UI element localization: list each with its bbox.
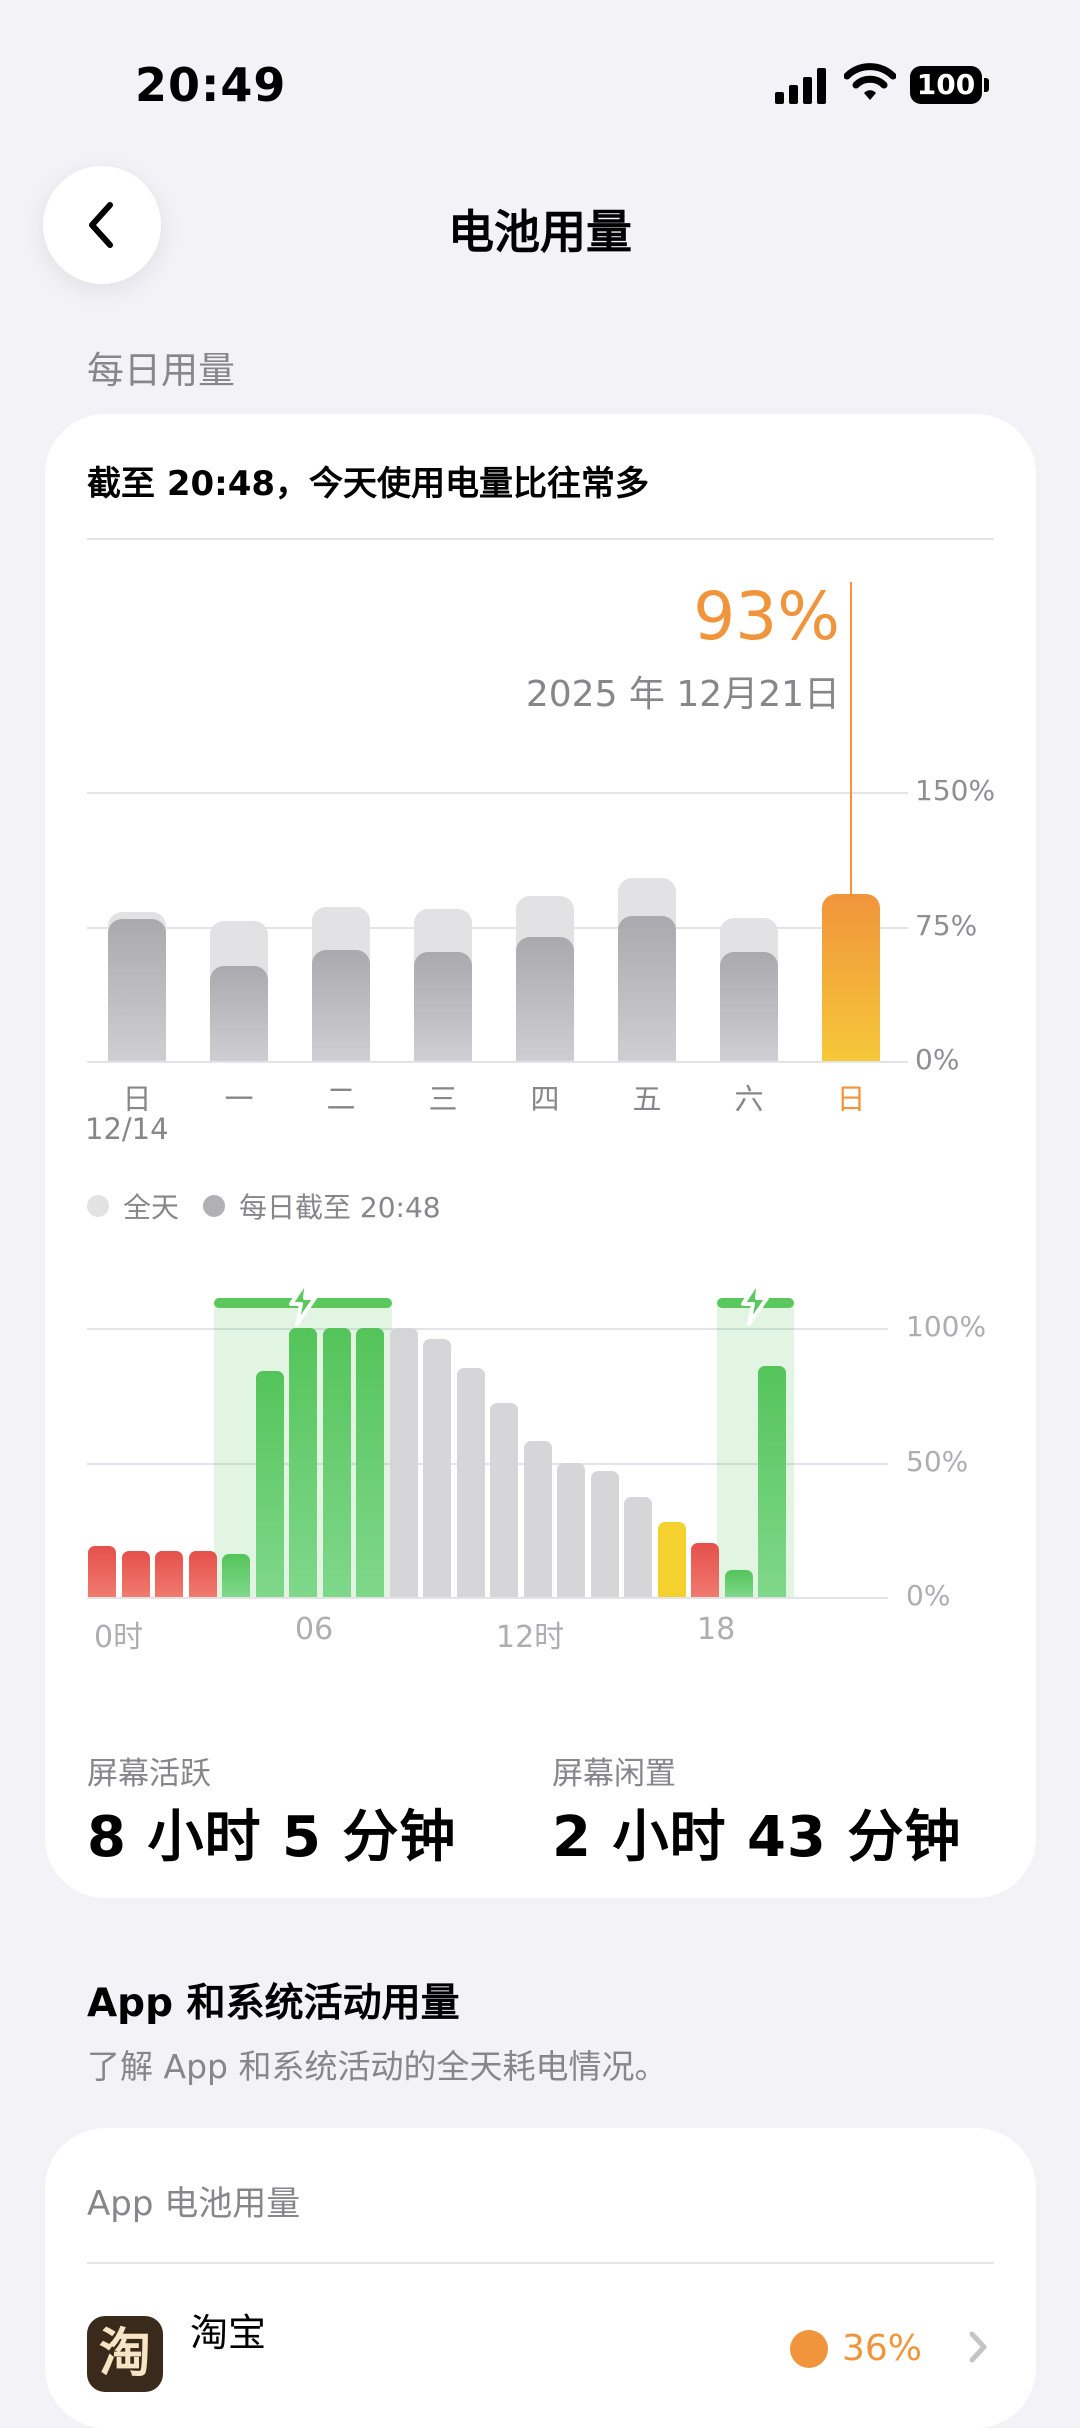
screen-active-value: 8 小时 5 分钟 [87, 1805, 457, 1870]
divider [87, 2262, 994, 2264]
bar-until-now [108, 919, 166, 1061]
chevron-left-icon [89, 202, 113, 248]
cellular-signal-icon [775, 68, 826, 104]
app-percent: 36% [842, 2328, 923, 2369]
y-tick-label: 50% [906, 1444, 969, 1478]
hour-bar [423, 1338, 451, 1597]
app-name: 淘宝 [190, 2311, 267, 2355]
hour-bar [624, 1497, 652, 1597]
gridline [87, 926, 908, 929]
screen-active-label: 屏幕活跃 [87, 1756, 211, 1792]
bar-until-now [414, 951, 472, 1061]
daily-usage-card [45, 414, 1036, 1898]
hour-bar [322, 1328, 351, 1597]
taobao-app-icon: 淘 [87, 2316, 163, 2392]
screen-idle-label: 屏幕闲置 [552, 1756, 676, 1792]
bar-until-now [210, 965, 268, 1061]
day-label: 一 [224, 1082, 254, 1116]
apps-section-subtitle: 了解 App 和系统活动的全天耗电情况。 [87, 2047, 668, 2086]
selected-day-percent: 93% [693, 578, 840, 655]
bar-until-now [312, 949, 370, 1061]
gridline [87, 1597, 888, 1599]
y-tick-label: 0% [906, 1579, 951, 1612]
y-tick-label: 150% [915, 774, 996, 807]
battery-indicator: 100 [910, 66, 982, 104]
hour-bar [456, 1368, 485, 1597]
charging-bolt-icon [289, 1278, 317, 1326]
day-label: 六 [734, 1082, 764, 1116]
app-usage-card-title: App 电池用量 [87, 2184, 301, 2224]
apps-section-title: App 和系统活动用量 [87, 1981, 460, 2026]
legend-label-all-day: 全天 [123, 1191, 180, 1224]
screen-idle-value: 2 小时 43 分钟 [552, 1805, 962, 1870]
day-label: 五 [632, 1082, 662, 1116]
gridline [87, 1328, 888, 1330]
day-label: 日 [836, 1082, 866, 1116]
hour-bar [222, 1553, 250, 1597]
gridline [87, 1462, 888, 1465]
wifi-icon [844, 63, 896, 100]
hour-tick-label: 0时 [94, 1620, 144, 1655]
day-label: 日 [122, 1082, 152, 1116]
charging-bolt-icon [741, 1278, 770, 1326]
hour-bar [289, 1328, 317, 1597]
hour-bar [657, 1521, 686, 1597]
hour-tick-label: 18 [697, 1612, 736, 1647]
battery-tip [984, 78, 989, 92]
hour-bar [389, 1328, 418, 1597]
hour-bar [255, 1371, 284, 1597]
back-button[interactable] [43, 166, 161, 284]
bar-today [822, 894, 880, 1061]
day-label: 四 [530, 1082, 560, 1116]
status-time: 20:49 [135, 58, 287, 112]
chevron-right-icon [969, 2331, 987, 2363]
page-title: 电池用量 [448, 205, 632, 259]
bar-until-now [618, 915, 676, 1061]
selection-indicator-line [850, 582, 852, 895]
section-title-daily: 每日用量 [87, 349, 235, 392]
clock-badge-icon [790, 2329, 828, 2368]
hour-bar [590, 1470, 619, 1597]
chart-legend: 全天 每日截至 20:48 [87, 1186, 441, 1226]
legend-swatch-all-day [87, 1195, 109, 1217]
hour-bar [557, 1462, 585, 1597]
hour-bar [523, 1440, 552, 1597]
hour-tick-label: 06 [295, 1612, 334, 1647]
hour-bar [691, 1543, 719, 1597]
divider [87, 538, 994, 540]
hour-tick-label: 12时 [496, 1620, 565, 1655]
bar-until-now [516, 937, 574, 1061]
app-usage-card [45, 2128, 1036, 2428]
day-label: 二 [326, 1082, 356, 1116]
hour-bar [356, 1328, 384, 1597]
bar-until-now [720, 951, 778, 1061]
day-label: 三 [428, 1082, 458, 1116]
hour-bar [88, 1545, 116, 1597]
hour-bar [121, 1551, 150, 1597]
hour-bar [758, 1365, 786, 1597]
usage-summary: 截至 20:48，今天使用电量比往常多 [87, 464, 650, 504]
y-tick-label: 75% [915, 908, 978, 942]
hour-bar [724, 1570, 753, 1597]
y-tick-label: 0% [915, 1043, 960, 1076]
hour-bar [490, 1403, 518, 1597]
legend-swatch-until-now [203, 1195, 226, 1217]
hour-bar [155, 1551, 183, 1597]
date-sublabel: 12/14 [85, 1112, 169, 1146]
legend-label-until-now: 每日截至 20:48 [239, 1191, 441, 1224]
hour-bar [188, 1551, 217, 1597]
gridline [87, 1061, 908, 1063]
app-percent-group: 36% [790, 2328, 922, 2369]
y-tick-label: 100% [906, 1310, 987, 1343]
gridline [87, 792, 908, 794]
selected-day-date: 2025 年 12月21日 [525, 674, 840, 715]
